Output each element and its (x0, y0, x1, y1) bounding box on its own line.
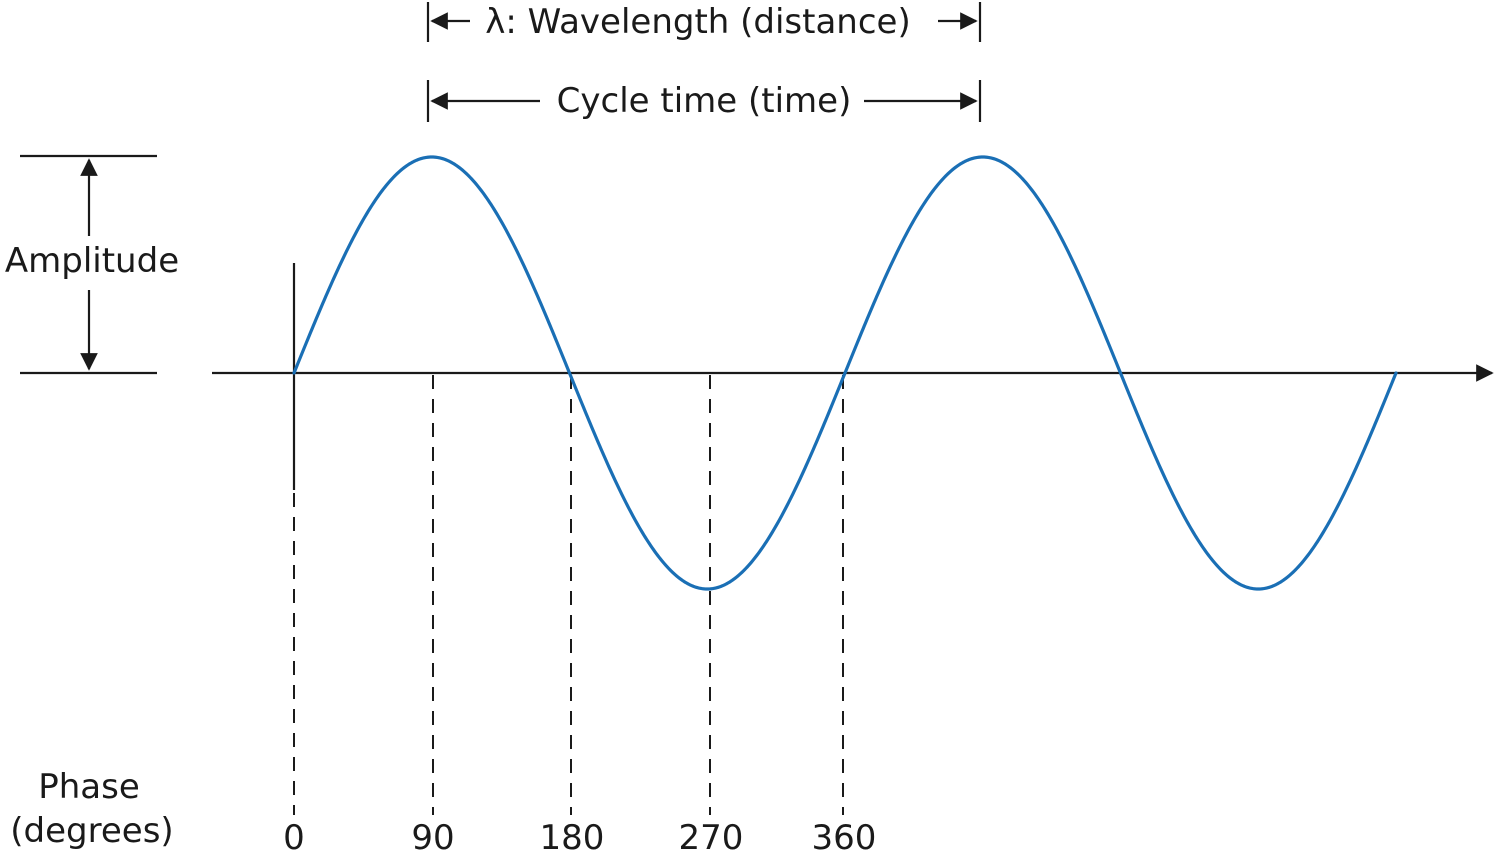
wavelength-dimension: λ: Wavelength (distance) (426, 2, 982, 42)
amplitude-dimension: Amplitude (5, 154, 179, 375)
sine-wave (292, 155, 1398, 591)
phase-labels: Phase (degrees) 0 90 180 270 360 (10, 767, 876, 858)
phase-unit-label: (degrees) (10, 811, 173, 851)
amplitude-label: Amplitude (5, 241, 179, 281)
phase-tick-360: 360 (812, 818, 877, 858)
phase-tick-180: 180 (540, 818, 605, 858)
axes (212, 263, 1494, 490)
phase-tick-90: 90 (411, 818, 454, 858)
phase-guides (293, 373, 844, 815)
cycle-time-dimension: Cycle time (time) (426, 80, 982, 122)
phase-label: Phase (38, 767, 140, 807)
wavelength-label: λ: Wavelength (distance) (485, 2, 910, 42)
phase-tick-270: 270 (679, 818, 744, 858)
phase-tick-0: 0 (283, 818, 305, 858)
cycle-time-label: Cycle time (time) (557, 81, 852, 121)
